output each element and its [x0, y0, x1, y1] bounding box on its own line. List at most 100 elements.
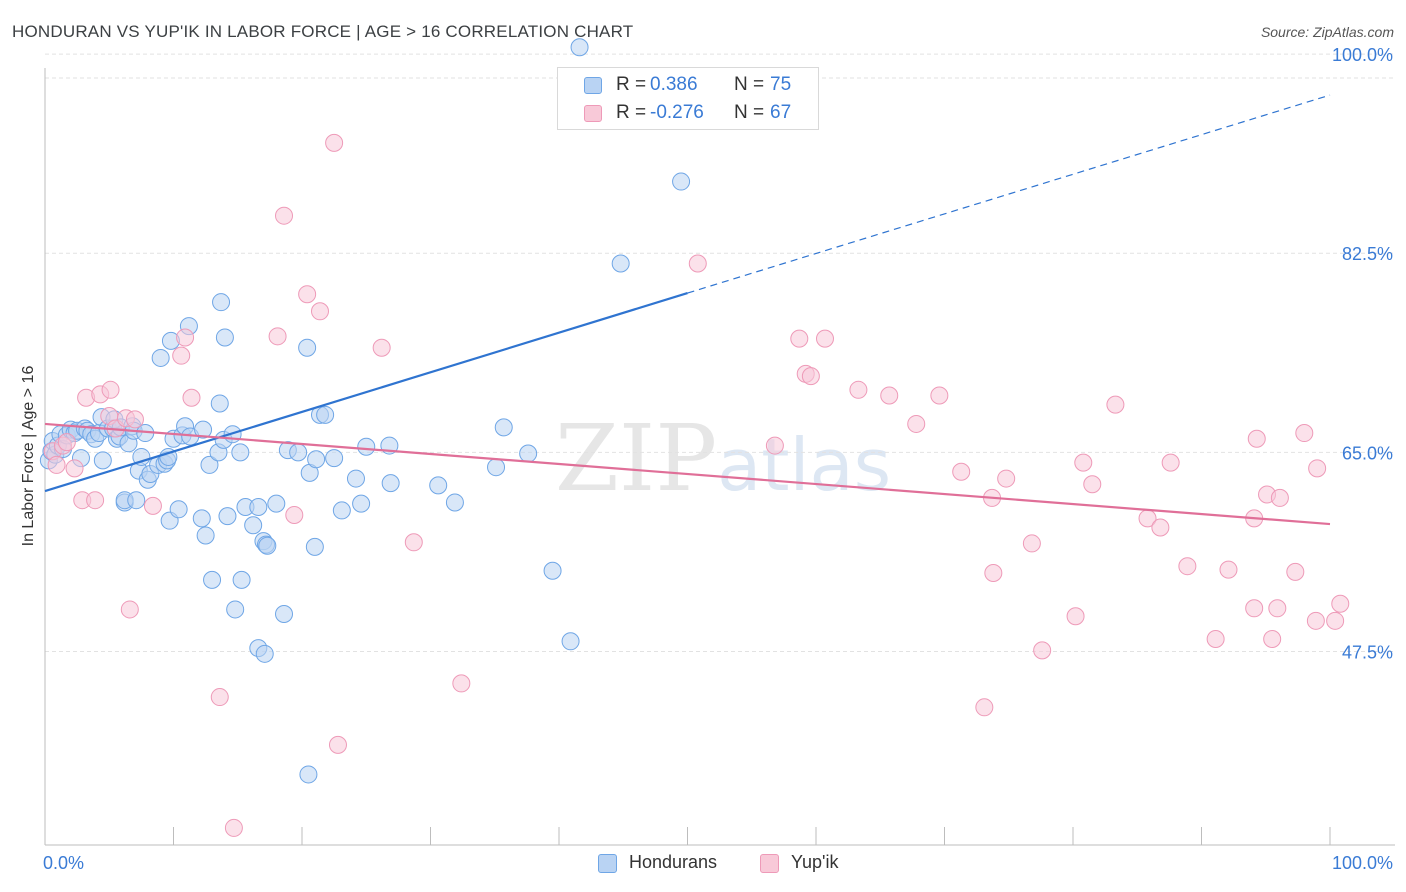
honduran-point — [212, 293, 231, 312]
yupik-point — [1270, 488, 1289, 507]
yupik-point — [86, 491, 105, 510]
honduran-point — [325, 449, 344, 468]
yupik-point — [1331, 594, 1350, 613]
honduran-point — [275, 604, 294, 623]
honduran-point — [231, 443, 250, 462]
yupik-point — [172, 346, 191, 365]
yupik-point — [930, 386, 949, 405]
hondurans-legend-swatch — [598, 854, 617, 873]
yupik-point — [1106, 395, 1125, 414]
honduran-point — [93, 451, 112, 470]
honduran-point — [561, 632, 580, 651]
yupik-point — [1326, 611, 1345, 630]
chart-title: HONDURAN VS YUP'IK IN LABOR FORCE | AGE … — [12, 22, 634, 41]
honduran-point — [611, 254, 630, 273]
honduran-point — [169, 500, 188, 519]
yupik-point — [57, 433, 76, 452]
yupik-point — [1033, 641, 1052, 660]
yupik-point — [790, 329, 809, 348]
series-legend: Hondurans Yup'ik — [0, 852, 1406, 876]
yupik-point — [310, 302, 329, 321]
yupik-point — [1022, 534, 1041, 553]
hondurans-trend-extension — [687, 94, 1331, 294]
n-value: 67 — [770, 102, 792, 123]
honduran-point — [299, 765, 318, 784]
honduran-point — [151, 348, 170, 367]
honduran-point — [445, 493, 464, 512]
honduran-point — [543, 561, 562, 580]
r-value: -0.276 — [650, 102, 704, 123]
honduran-point — [210, 394, 229, 413]
yupik-point — [1066, 607, 1085, 626]
honduran-point — [494, 418, 513, 437]
yupik-point — [210, 688, 229, 707]
yupik-point — [907, 414, 926, 433]
n-value: 75 — [770, 74, 792, 95]
yupik-point — [1286, 562, 1305, 581]
honduran-point — [316, 405, 335, 424]
honduran-point — [332, 501, 351, 520]
hondurans-trend-line — [44, 292, 688, 493]
yupik-point — [1263, 630, 1282, 649]
honduran-point — [258, 536, 277, 555]
honduran-point — [192, 509, 211, 528]
yupik-swatch — [584, 105, 602, 122]
hondurans-legend-label: Hondurans — [629, 852, 718, 872]
yupik-point — [328, 735, 347, 754]
yupik-point — [1245, 599, 1264, 618]
yupik-point — [997, 469, 1016, 488]
yupik-point — [143, 496, 162, 515]
watermark: ZIPatlas — [555, 405, 891, 512]
r-value: 0.386 — [650, 74, 698, 95]
yupik-point — [1268, 599, 1287, 618]
watermark-main: ZIP — [555, 405, 718, 512]
x-tick-label-end: 100.0% — [1332, 853, 1393, 873]
honduran-point — [196, 526, 215, 545]
y-tick-label: 100.0% — [1332, 45, 1393, 65]
honduran-point — [200, 455, 219, 474]
n-label: N = — [734, 102, 765, 123]
yupik-point — [182, 388, 201, 407]
yupik-point — [849, 380, 868, 399]
honduran-point — [298, 338, 317, 357]
honduran-point — [226, 600, 245, 619]
yupik-point — [765, 436, 784, 455]
honduran-point — [203, 570, 222, 589]
honduran-point — [244, 516, 263, 535]
yupik-point — [325, 133, 344, 152]
source-label: Source: ZipAtlas.com — [1260, 24, 1394, 40]
yupik-point — [984, 564, 1003, 583]
yupik-point — [176, 328, 195, 347]
yupik-point — [452, 674, 471, 693]
yupik-point — [1161, 453, 1180, 472]
honduran-point — [218, 507, 237, 526]
yupik-point — [688, 254, 707, 273]
watermark-sub: atlas — [717, 423, 892, 507]
yupik-legend-swatch — [760, 854, 779, 873]
tick-labels: 47.5% 65.0% 82.5% 100.0% 0.0% 100.0% — [43, 45, 1393, 873]
honduran-point — [305, 537, 324, 556]
honduran-point — [267, 494, 286, 513]
n-label: N = — [734, 74, 765, 95]
yupik-point — [285, 505, 304, 524]
yupik-point — [120, 600, 139, 619]
honduran-point — [381, 474, 400, 493]
yupik-point — [1178, 557, 1197, 576]
yupik-point — [801, 367, 820, 386]
honduran-point — [289, 443, 308, 462]
hondurans-swatch — [584, 77, 602, 94]
yupik-point — [1206, 630, 1225, 649]
yupik-point — [880, 386, 899, 405]
honduran-point — [127, 491, 146, 510]
yupik-point — [275, 206, 294, 225]
yupik-point — [268, 327, 287, 346]
yupik-legend-label: Yup'ik — [791, 852, 839, 872]
x-tick-label-start: 0.0% — [43, 853, 84, 873]
y-tick-label: 47.5% — [1342, 643, 1393, 663]
yupik-point — [975, 698, 994, 717]
yupik-point — [224, 818, 243, 837]
honduran-point — [215, 328, 234, 347]
honduran-point — [357, 437, 376, 456]
correlation-legend: R = 0.386 N = 75 R = -0.276 N = 67 — [557, 67, 819, 130]
